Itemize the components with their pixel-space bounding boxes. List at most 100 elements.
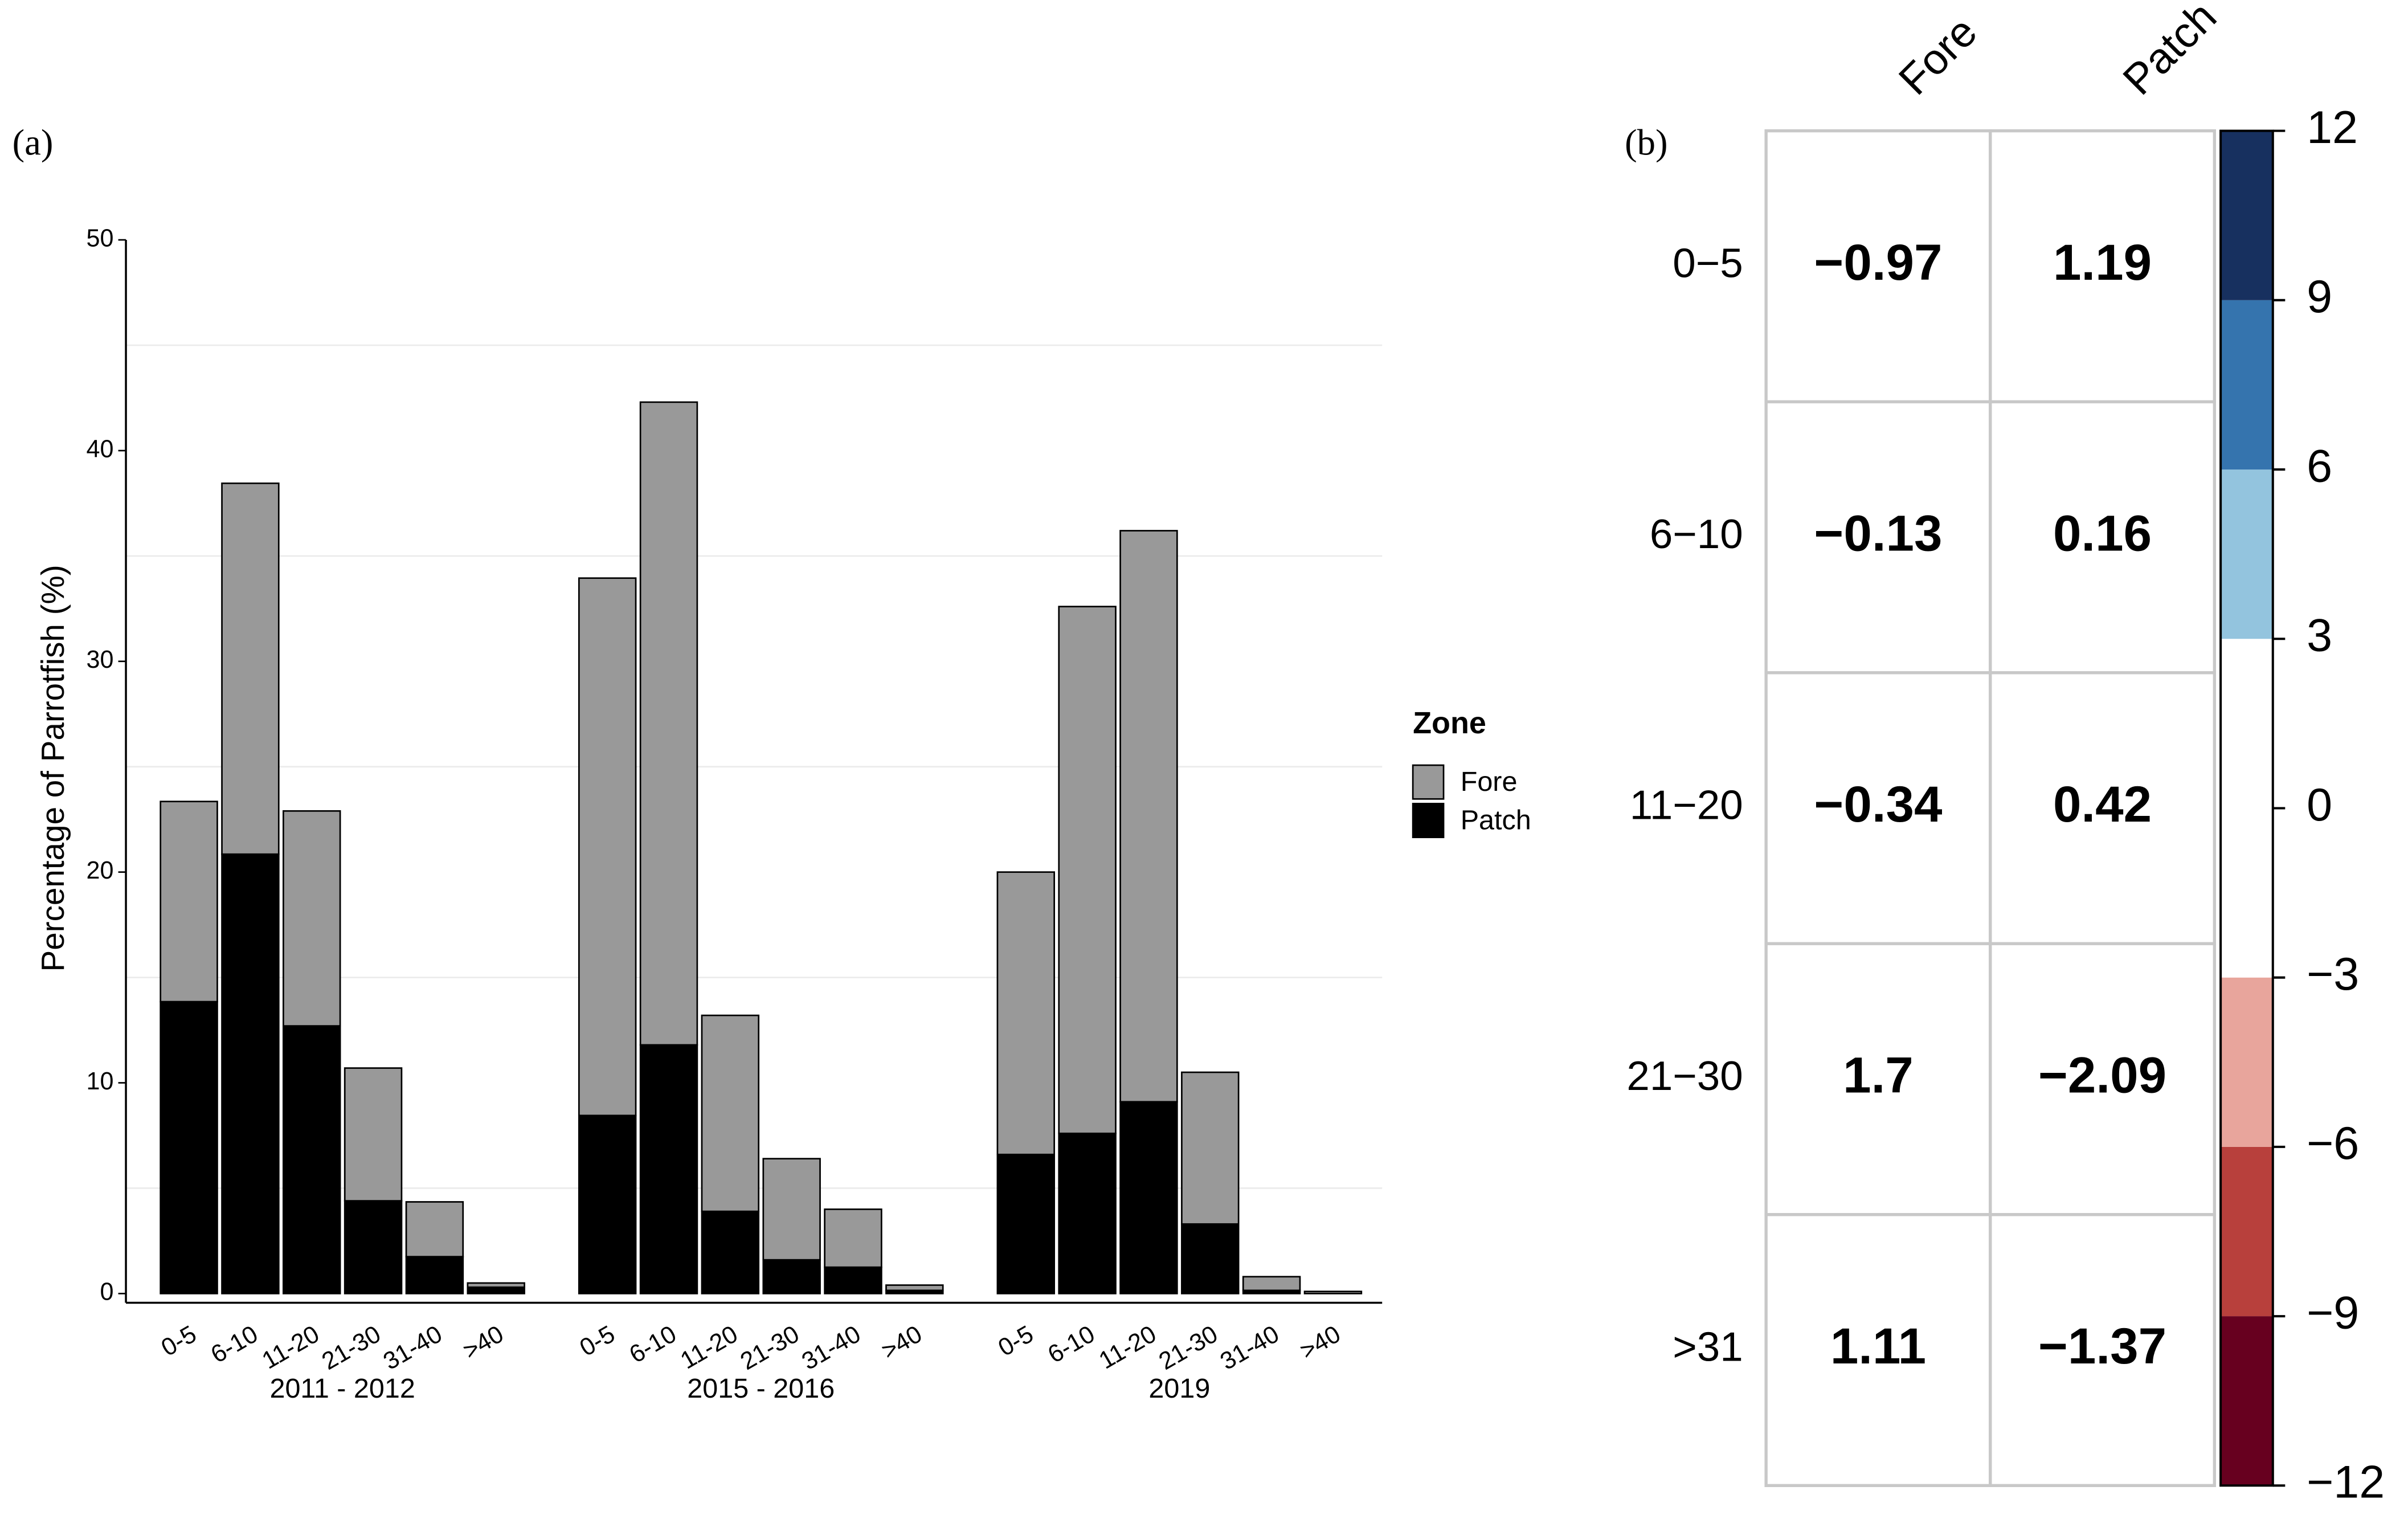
bar-segment [221,853,280,1295]
column-label: Patch [2113,0,2225,104]
x-tick-label: 21-30 [736,1320,804,1375]
bar-segment [885,1284,944,1292]
bar-segment [1119,530,1178,1103]
cell-label: −0.97 [1814,234,1942,291]
colorbar-tick-label: 12 [2307,102,2358,153]
x-tick-label: 11-20 [1094,1320,1161,1374]
heatmap-cell [1989,129,2217,403]
bar-segment [1119,1101,1178,1295]
bar-segment [1242,1276,1301,1292]
cell-label: 1.11 [1830,1317,1926,1374]
bar-segment [1181,1071,1240,1225]
bar-segment [824,1208,882,1268]
cell-label: −0.34 [1814,775,1942,832]
heatmap-cell [1764,129,1992,403]
cell-label: 0.16 [2053,504,2152,561]
colorbar-tick-label: −12 [2307,1457,2385,1508]
cell-label: 1.19 [2053,234,2152,291]
bar-segment [160,1001,218,1295]
colorbar-bin [2221,469,2273,639]
x-tick-label: 6-10 [1043,1320,1099,1369]
panel-label: (b) [1625,121,1667,162]
colorbar-tick-label: 6 [2307,440,2332,492]
legend-swatch [1412,803,1445,839]
y-tick-label: 50 [87,224,114,252]
colorbar-tick-label: 3 [2307,610,2332,661]
legend-label: Patch [1461,805,1531,836]
bar-segment [1058,606,1117,1134]
x-tick-label: >40 [1295,1320,1345,1365]
x-tick-label: 21-30 [317,1320,386,1375]
row-label: 6−10 [1650,511,1743,557]
cell-label: −2.09 [2038,1046,2166,1103]
panel-label: (a) [13,121,54,162]
heatmap-cell [1989,1213,2217,1488]
column-label: Fore [1890,7,1986,104]
cell-label: 1.7 [1843,1046,1914,1103]
colorbar-tick-label: −3 [2307,949,2359,1000]
y-axis-title: Percentage of Parrotfish (%) [35,565,71,971]
bar-segment [762,1158,821,1261]
colorbar-tick-label: −6 [2307,1118,2359,1169]
x-tick-label: 31-40 [1216,1320,1284,1375]
bar-segment [701,1210,760,1295]
x-tick-label: 0-5 [575,1320,620,1362]
colorbar-bin [2221,300,2273,470]
legend-label: Fore [1461,766,1518,797]
x-tick-label: 0-5 [157,1320,201,1362]
bar-segment [1058,1132,1117,1295]
bar-segment [405,1256,464,1295]
bar-segment [996,1153,1056,1295]
colorbar-bin [2221,977,2273,1147]
heatmap-cell [1989,942,2217,1216]
y-tick-label: 30 [87,646,114,673]
bar-segment [1181,1223,1240,1295]
cell-label: 0.42 [2053,775,2152,832]
legend-swatch [1412,764,1445,800]
bar-segment [405,1201,464,1257]
x-tick-label: 21-30 [1154,1320,1223,1375]
x-tick-label: 31-40 [797,1320,865,1375]
x-tick-label: 31-40 [379,1320,447,1375]
colorbar-tick-label: 9 [2307,271,2332,322]
legend-title: Zone [1413,706,1486,740]
bar-segment [344,1200,403,1295]
bar-segment [639,401,698,1046]
heatmap-cell [1764,1213,1992,1488]
group-label: 2011 - 2012 [269,1373,415,1404]
y-tick-label: 0 [100,1279,114,1306]
bar-segment [996,871,1056,1155]
row-label: 0−5 [1673,240,1743,287]
colorbar-tick-label: −9 [2307,1287,2359,1338]
bar-segment [283,1025,341,1295]
bar-segment [221,482,280,855]
x-tick-label: >40 [459,1320,508,1365]
bar-segment [578,577,637,1117]
bar-segment [762,1259,821,1295]
bar-segment [1303,1291,1363,1295]
heatmap-cell [1989,671,2217,945]
y-tick-label: 10 [87,1068,114,1095]
x-tick-label: 11-20 [676,1320,743,1374]
bar-segment [467,1286,525,1295]
group-label: 2015 - 2016 [687,1373,835,1404]
bar-segment [824,1266,882,1295]
colorbar-bin [2221,1316,2273,1486]
x-tick-label: >40 [877,1320,926,1365]
cell-label: −1.37 [2038,1317,2166,1374]
y-tick-label: 40 [87,435,114,463]
x-tick-label: 11-20 [257,1320,324,1374]
bar-segment [467,1282,525,1288]
x-tick-label: 0-5 [994,1320,1038,1362]
colorbar-bin [2221,130,2273,300]
colorbar-bin [2221,1146,2273,1317]
bar-segment [160,801,218,1003]
row-label: >31 [1673,1324,1743,1370]
bar-segment [344,1067,403,1202]
heatmap-cell [1764,400,1992,675]
colorbar-tick-label: 0 [2307,779,2332,831]
colorbar-bin [2221,639,2273,978]
bar-segment [701,1014,760,1212]
